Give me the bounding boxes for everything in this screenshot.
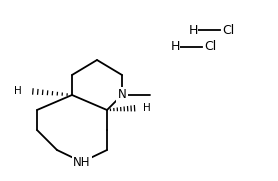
Text: H: H	[143, 103, 151, 113]
Text: N: N	[118, 89, 126, 102]
Text: H: H	[14, 86, 22, 96]
Text: NH: NH	[73, 155, 91, 169]
Text: Cl: Cl	[204, 41, 216, 54]
Text: H: H	[188, 24, 198, 37]
Text: H: H	[170, 41, 180, 54]
Text: Cl: Cl	[222, 24, 234, 37]
